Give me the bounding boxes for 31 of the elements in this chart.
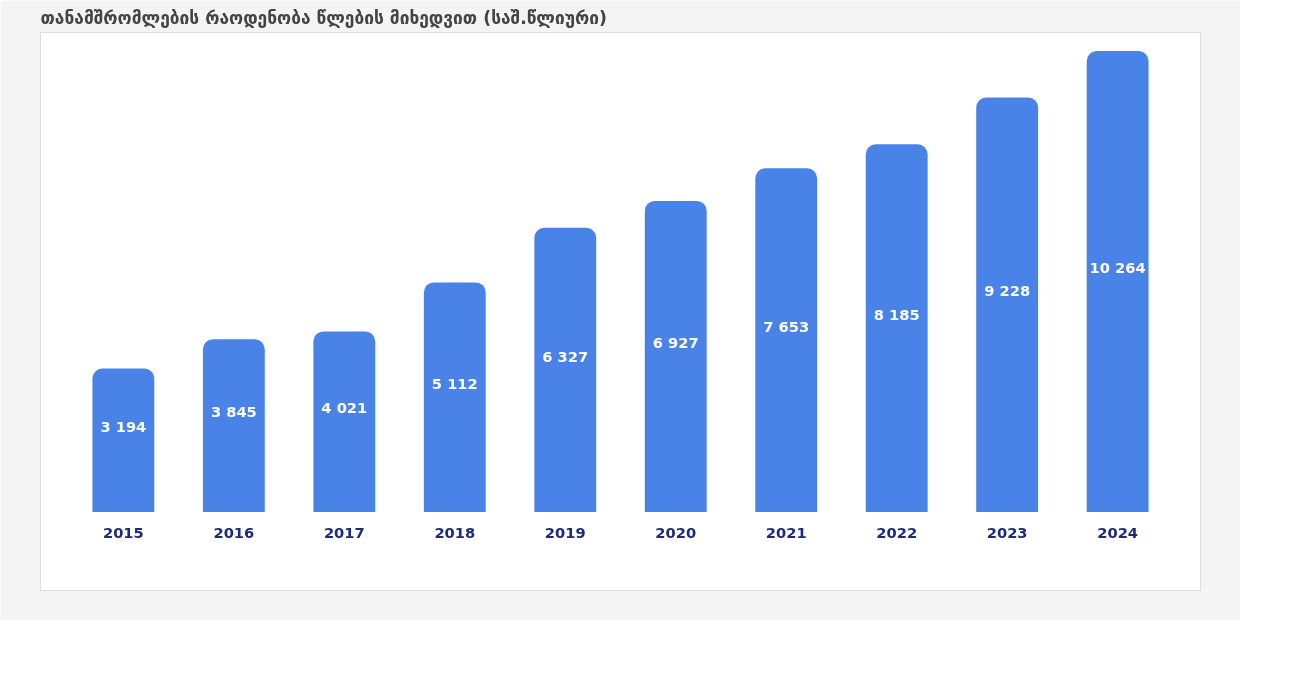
x-tick-label: 2022 xyxy=(876,523,918,541)
bar xyxy=(644,200,707,513)
data-label: 4 021 xyxy=(321,399,368,417)
x-tick-label: 2024 xyxy=(1097,523,1139,541)
x-tick-label: 2019 xyxy=(544,523,586,541)
x-tick-label: 2017 xyxy=(323,523,365,541)
bar xyxy=(865,144,928,513)
bar xyxy=(92,368,155,513)
bar xyxy=(1086,50,1149,513)
x-tick-label: 2023 xyxy=(986,523,1028,541)
data-label: 7 653 xyxy=(763,317,810,335)
bar xyxy=(313,331,376,513)
data-label: 3 845 xyxy=(210,403,257,421)
x-tick-label: 2018 xyxy=(434,523,476,541)
data-label: 8 185 xyxy=(873,305,920,323)
bar xyxy=(755,168,818,513)
data-label: 10 264 xyxy=(1089,259,1146,277)
data-label: 5 112 xyxy=(431,374,478,392)
chart-title: თანამშრომლების რაოდენობა წლების მიხედვით (საშ.წლიური) xyxy=(40,7,607,28)
data-label: 9 228 xyxy=(984,282,1031,300)
bar xyxy=(534,227,597,513)
data-label: 6 327 xyxy=(542,347,589,365)
data-label: 6 927 xyxy=(652,334,699,352)
x-tick-label: 2021 xyxy=(765,523,807,541)
data-label: 3 194 xyxy=(100,418,147,436)
bar xyxy=(202,339,265,513)
bar xyxy=(423,282,486,513)
bar xyxy=(976,97,1039,513)
x-tick-label: 2020 xyxy=(655,523,697,541)
x-tick-label: 2016 xyxy=(213,523,255,541)
x-tick-label: 2015 xyxy=(102,523,144,541)
